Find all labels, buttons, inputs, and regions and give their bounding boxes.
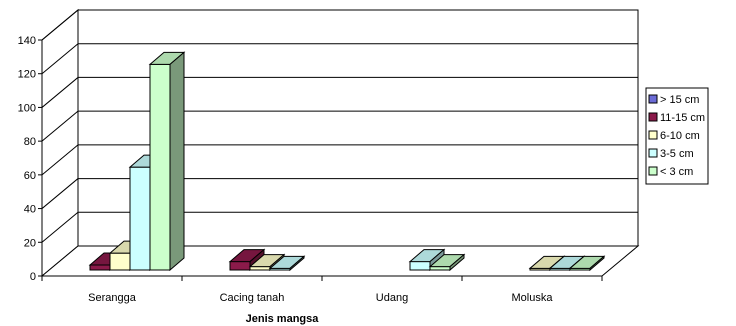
legend-label: < 3 cm	[660, 166, 693, 178]
bar	[428, 253, 466, 272]
y-tick-label: 20	[24, 237, 36, 249]
bar-front	[249, 266, 271, 271]
gridline-side	[41, 110, 79, 142]
bar-front	[129, 166, 151, 271]
legend: > 15 cm 11-15 cm 6-10 cm 3-5 cm < 3 cm	[645, 87, 709, 185]
bar	[148, 51, 186, 272]
bar	[568, 255, 606, 272]
legend-label: 3-5 cm	[660, 148, 694, 160]
x-category-label: Moluska	[512, 292, 554, 304]
y-tick-label: 60	[24, 170, 36, 182]
x-category-label: Serangga	[88, 292, 137, 304]
left-wall	[41, 8, 79, 278]
legend-swatch	[648, 166, 658, 176]
y-tick-label: 120	[18, 69, 36, 81]
bar-front	[429, 266, 451, 271]
y-tick-label: 80	[24, 136, 36, 148]
gridline-side	[41, 144, 79, 176]
bar-front	[149, 63, 171, 271]
x-axis-title: Jenis mangsa	[246, 313, 320, 325]
legend-item: 11-15 cm	[648, 112, 705, 124]
bars	[88, 51, 606, 272]
legend-label: > 15 cm	[660, 94, 699, 106]
y-tick-label: 40	[24, 204, 36, 216]
legend-item: < 3 cm	[648, 166, 693, 178]
bar	[268, 255, 306, 272]
x-category-label: Udang	[376, 292, 408, 304]
bar-front	[409, 261, 431, 271]
bar-front	[89, 264, 111, 271]
legend-item: 6-10 cm	[648, 130, 700, 142]
bar-side	[589, 255, 605, 272]
bar-side	[169, 51, 185, 272]
bar-side	[449, 253, 465, 272]
y-tick-label: 140	[18, 35, 36, 47]
gridline-side	[41, 178, 79, 209]
gridline-side	[41, 9, 79, 41]
legend-item: 3-5 cm	[648, 148, 694, 160]
y-tick-label: 100	[18, 102, 36, 114]
legend-label: 11-15 cm	[660, 112, 705, 124]
gridline-side	[41, 77, 79, 108]
legend-item: > 15 cm	[648, 94, 699, 106]
axes	[38, 39, 603, 281]
x-category-labels: Serangga Cacing tanah Udang Moluska	[88, 292, 553, 304]
bar-front	[109, 252, 131, 271]
y-tick-label: 0	[30, 271, 36, 283]
legend-label: 6-10 cm	[660, 130, 700, 142]
y-tick-labels: 0 20 40 60 80 100 120 140	[18, 35, 36, 283]
gridline-side	[41, 43, 79, 75]
bar-front	[229, 261, 251, 271]
legend-swatch	[648, 130, 658, 140]
bar-side	[289, 255, 305, 272]
gridline-side	[41, 211, 79, 243]
x-category-label: Cacing tanah	[220, 292, 285, 304]
legend-swatch	[648, 112, 658, 122]
legend-swatch	[648, 148, 658, 158]
legend-swatch	[648, 94, 658, 104]
